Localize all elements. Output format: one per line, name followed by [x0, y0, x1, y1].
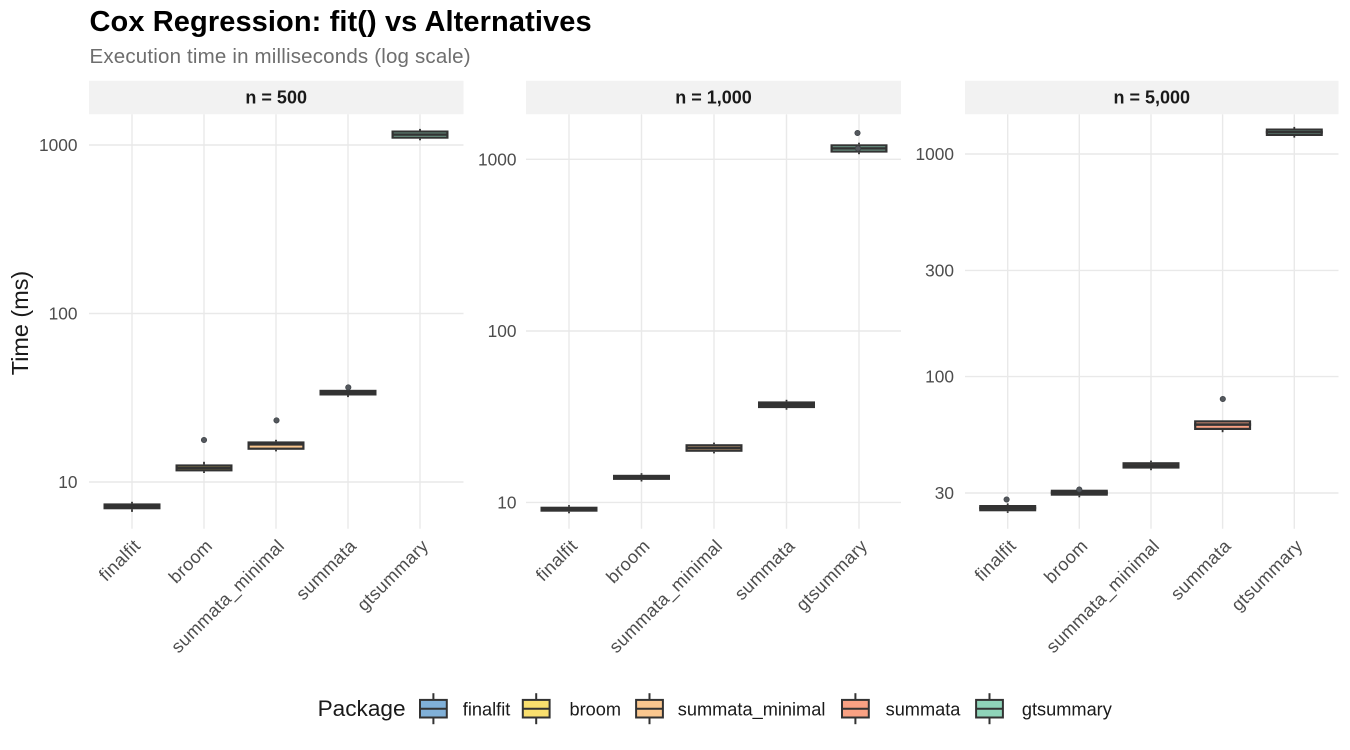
svg-text:broom: broom	[570, 700, 622, 720]
svg-text:10: 10	[497, 492, 516, 512]
svg-text:300: 300	[925, 260, 954, 280]
svg-text:1000: 1000	[478, 149, 516, 169]
svg-text:10: 10	[58, 472, 77, 492]
svg-text:gtsummary: gtsummary	[1022, 700, 1113, 720]
svg-text:100: 100	[925, 367, 954, 387]
svg-text:finalfit: finalfit	[463, 700, 511, 720]
svg-text:n = 500: n = 500	[245, 88, 307, 108]
svg-text:1000: 1000	[916, 144, 954, 164]
svg-text:1000: 1000	[39, 135, 77, 155]
svg-text:summata_minimal: summata_minimal	[678, 700, 826, 721]
svg-text:100: 100	[488, 321, 517, 341]
svg-text:Package: Package	[318, 696, 406, 721]
svg-text:Execution time in milliseconds: Execution time in milliseconds (log scal…	[90, 45, 471, 68]
svg-text:n = 5,000: n = 5,000	[1114, 88, 1191, 108]
svg-text:Time (ms): Time (ms)	[7, 271, 33, 375]
svg-text:30: 30	[935, 483, 954, 503]
svg-text:summata: summata	[886, 700, 962, 720]
svg-text:n = 1,000: n = 1,000	[675, 88, 752, 108]
svg-text:Cox Regression: fit() vs Alter: Cox Regression: fit() vs Alternatives	[90, 6, 592, 38]
svg-text:100: 100	[49, 304, 78, 324]
